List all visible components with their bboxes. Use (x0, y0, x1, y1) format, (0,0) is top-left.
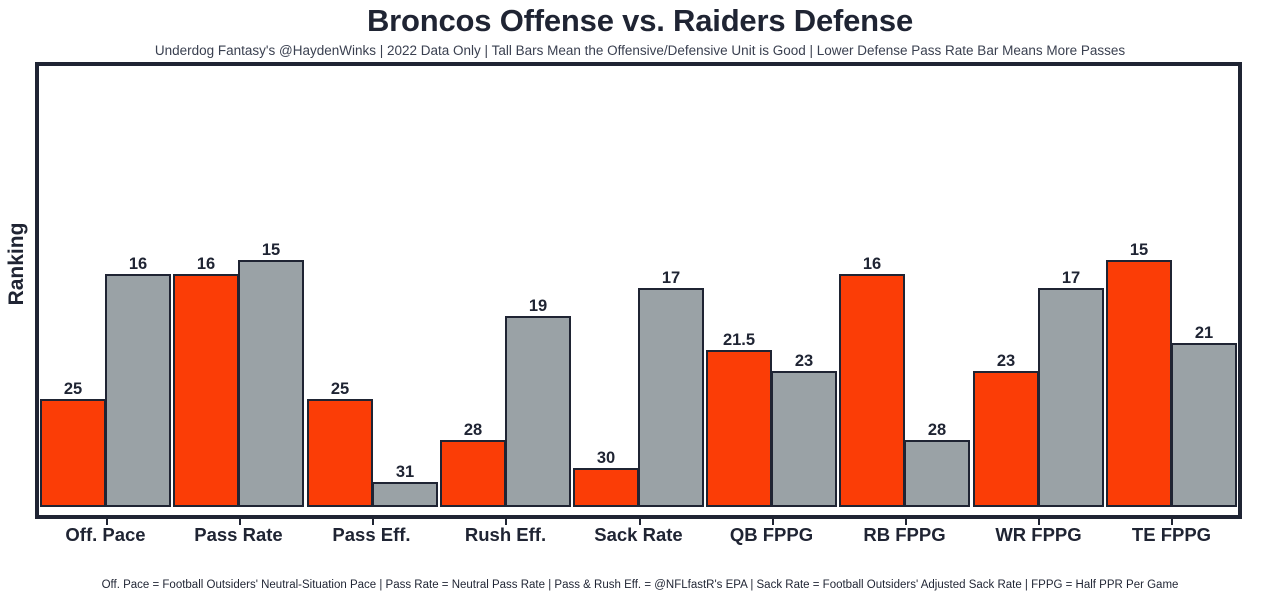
bar-offense[interactable]: 25 (40, 380, 106, 507)
x-tick-mark (772, 519, 774, 525)
x-tick-mark (505, 519, 507, 525)
bar-group: 28 19 (440, 66, 571, 507)
bar-group: 21.5 23 (706, 66, 837, 507)
bar-value-label: 23 (794, 352, 814, 370)
bar-offense[interactable]: 30 (573, 449, 639, 507)
x-tick-mark (239, 519, 241, 525)
bar-value-label: 17 (1061, 269, 1081, 287)
bar-group: 16 28 (839, 66, 970, 507)
bar-group: 15 21 (1106, 66, 1237, 507)
x-tick-mark (1038, 519, 1040, 525)
bar-value-label: 25 (330, 380, 350, 398)
chart-footnote: Off. Pace = Football Outsiders' Neutral-… (101, 579, 1179, 591)
bar-defense[interactable]: 28 (904, 421, 970, 507)
bar-defense[interactable]: 17 (1038, 269, 1104, 507)
bar-value-label: 19 (528, 297, 548, 315)
bar-group: 23 17 (973, 66, 1104, 507)
bar-group: 30 17 (573, 66, 704, 507)
x-tick-mark (905, 519, 907, 525)
bar-offense[interactable]: 15 (1106, 241, 1172, 507)
bar-offense[interactable]: 23 (973, 352, 1039, 507)
x-axis-tick-labels: Off. Pace Pass Rate Pass Eff. Rush Eff. Sack… (39, 524, 1238, 550)
bar-value-label: 23 (996, 352, 1016, 370)
bar-value-label: 16 (196, 255, 216, 273)
chart-subtitle: Underdog Fantasy's @HaydenWinks | 2022 D… (154, 43, 1126, 58)
bar-value-label: 31 (395, 463, 415, 481)
bar-value-label: 21 (1194, 324, 1214, 342)
bar-offense[interactable]: 28 (440, 421, 506, 507)
y-axis-label: Ranking (5, 222, 28, 306)
x-tick-label: Sack Rate (594, 524, 683, 545)
x-tick-label: Pass Rate (194, 524, 283, 545)
page-title: Broncos Offense vs. Raiders Defense (366, 3, 914, 38)
x-tick-mark (106, 519, 108, 525)
bar-value-label: 16 (128, 255, 148, 273)
bar-defense[interactable]: 23 (771, 352, 837, 507)
bar-defense[interactable]: 16 (105, 255, 171, 507)
bar-value-label: 17 (661, 269, 681, 287)
bar-offense[interactable]: 25 (307, 380, 373, 507)
bar-value-label: 30 (596, 449, 616, 467)
bar-group: 16 15 (173, 66, 304, 507)
x-tick-label: TE FPPG (1131, 524, 1212, 545)
bar-value-label: 21.5 (722, 331, 756, 349)
bar-value-label: 16 (862, 255, 882, 273)
bar-offense[interactable]: 16 (173, 255, 239, 507)
bar-offense[interactable]: 21.5 (706, 331, 772, 507)
bar-group: 25 31 (307, 66, 438, 507)
x-tick-mark (1171, 519, 1173, 525)
x-tick-label: WR FPPG (995, 524, 1082, 545)
x-tick-label: Off. Pace (65, 524, 146, 545)
bar-value-label: 28 (463, 421, 483, 439)
bar-defense[interactable]: 19 (505, 297, 571, 507)
bar-value-label: 15 (1129, 241, 1149, 259)
bar-defense[interactable]: 17 (638, 269, 704, 507)
bar-value-label: 15 (261, 241, 281, 259)
bar-value-label: 25 (63, 380, 83, 398)
bar-defense[interactable]: 21 (1171, 324, 1237, 507)
x-tick-label: RB FPPG (863, 524, 946, 545)
bar-value-label: 28 (927, 421, 947, 439)
bar-offense[interactable]: 16 (839, 255, 905, 507)
x-tick-label: QB FPPG (729, 524, 814, 545)
bar-defense[interactable]: 15 (238, 241, 304, 507)
plot-area: 25 16 16 15 25 31 28 19 30 17 21.5 23 16 28 23 17 15 21 (39, 66, 1238, 507)
bar-group: 25 16 (40, 66, 171, 507)
x-tick-mark (639, 519, 641, 525)
x-tick-label: Pass Eff. (332, 524, 411, 545)
x-tick-label: Rush Eff. (464, 524, 547, 545)
x-tick-mark (372, 519, 374, 525)
bar-defense[interactable]: 31 (372, 463, 438, 507)
